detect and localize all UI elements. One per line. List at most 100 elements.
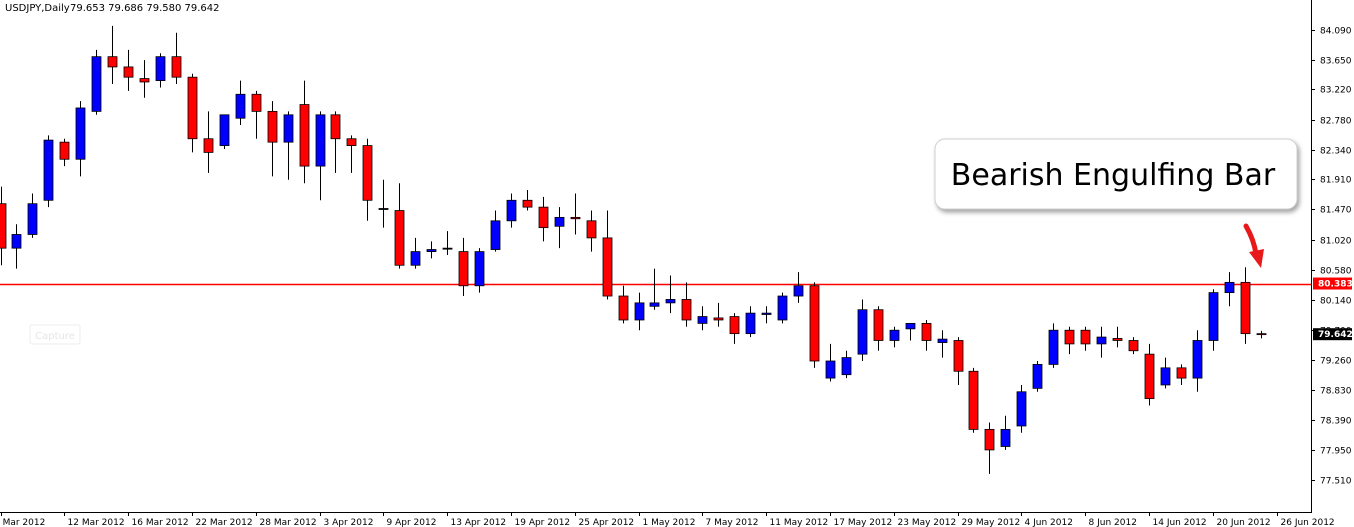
date-tick-label: 29 May 2012 <box>962 518 1021 527</box>
candle <box>713 302 724 327</box>
candle <box>219 114 230 149</box>
candle-body <box>187 76 198 140</box>
candle-body <box>442 247 453 250</box>
candle <box>649 268 660 310</box>
candle-body <box>538 206 549 229</box>
candle <box>1064 326 1075 355</box>
candle <box>889 326 900 348</box>
candle <box>346 135 357 173</box>
candle-body <box>1064 329 1075 345</box>
callout-label: Bearish Engulfing Bar <box>951 158 1276 193</box>
level-price-label-bg <box>1313 277 1352 290</box>
candle <box>1160 357 1171 389</box>
candle-body <box>1256 333 1267 336</box>
date-tick-label: 5 Mar 2012 <box>0 518 45 527</box>
candle-body <box>793 285 804 297</box>
price-tick-label: 78.390 <box>1320 417 1352 427</box>
candle-body <box>937 338 948 343</box>
candle-body <box>665 299 676 304</box>
candle-body <box>235 93 246 119</box>
candle <box>1192 330 1203 392</box>
price-tick-label: 82.340 <box>1320 147 1352 157</box>
date-tick-label: 9 Apr 2012 <box>387 518 437 527</box>
date-tick-label: 23 May 2012 <box>898 518 957 527</box>
candle <box>586 210 597 252</box>
candle <box>634 292 645 331</box>
candle <box>299 80 310 184</box>
candle <box>410 237 421 269</box>
candle-body <box>410 251 421 266</box>
capture-ghost-label: Capture <box>35 331 75 342</box>
candle-body <box>490 220 501 250</box>
candle-body <box>809 285 820 362</box>
candle-body <box>43 139 54 201</box>
candle-body <box>426 249 437 252</box>
candle-body <box>11 234 22 249</box>
level-price-label: 80.383 <box>1318 280 1353 290</box>
candle <box>59 138 70 167</box>
price-ticks: 84.090 83.650 83.220 82.780 82.340 81.910 81.4… <box>1311 27 1352 487</box>
candle <box>841 350 852 379</box>
date-tick-label: 3 Apr 2012 <box>324 518 374 527</box>
candle <box>91 49 102 115</box>
candle-body <box>91 56 102 112</box>
candle-body <box>1240 281 1251 335</box>
candle <box>203 111 214 173</box>
candle-body <box>984 428 995 451</box>
price-tick-label: 83.220 <box>1320 86 1352 96</box>
candle-body <box>330 114 341 140</box>
candle-body <box>1144 353 1155 400</box>
date-tick-label: 14 Jun 2012 <box>1153 518 1207 527</box>
candle-body <box>873 309 884 341</box>
candle-body <box>729 316 740 335</box>
candle <box>825 343 836 382</box>
candle <box>921 319 932 351</box>
candle-body <box>681 299 692 321</box>
capture-ghost-button[interactable]: Capture <box>29 324 81 345</box>
candle-body <box>602 237 613 297</box>
price-tick-label: 81.470 <box>1320 206 1352 216</box>
candle <box>1112 326 1123 348</box>
candle-body <box>618 295 629 321</box>
candle-body <box>1048 329 1059 365</box>
candle <box>378 179 389 228</box>
candle <box>937 330 948 358</box>
candle <box>522 190 533 211</box>
candle <box>857 299 868 362</box>
candle <box>1128 337 1139 355</box>
date-tick-label: 22 Mar 2012 <box>196 518 253 527</box>
candle-body <box>1000 428 1011 447</box>
candle <box>315 111 326 201</box>
candle <box>1224 272 1235 307</box>
candle <box>745 306 756 338</box>
date-tick-label: 7 May 2012 <box>706 518 759 527</box>
candle-body <box>921 322 932 341</box>
current-price-label-bg <box>1313 328 1352 341</box>
symbol-title: USDJPY,Daily <box>5 3 70 14</box>
candle-body <box>649 302 660 307</box>
candle-body <box>968 370 979 430</box>
candle <box>11 224 22 269</box>
candle <box>251 90 262 139</box>
candle <box>905 322 916 341</box>
candle-body <box>107 56 118 68</box>
price-tick-label: 77.510 <box>1320 477 1352 487</box>
candle-body <box>458 251 469 287</box>
price-tick-label: 82.780 <box>1320 117 1352 127</box>
candle-body <box>697 316 708 324</box>
candle-body <box>1176 367 1187 379</box>
date-tick-label: 12 Mar 2012 <box>68 518 125 527</box>
candle-body <box>283 114 294 143</box>
candle <box>155 53 166 88</box>
date-tick-label: 4 Jun 2012 <box>1025 518 1073 527</box>
candle <box>570 193 581 235</box>
candle <box>490 210 501 252</box>
candle <box>1080 326 1091 351</box>
candle-body <box>1128 340 1139 352</box>
candle <box>458 237 469 297</box>
candle-body <box>857 309 868 355</box>
candle <box>171 32 182 85</box>
candle <box>761 306 772 324</box>
candle-body <box>1192 340 1203 379</box>
